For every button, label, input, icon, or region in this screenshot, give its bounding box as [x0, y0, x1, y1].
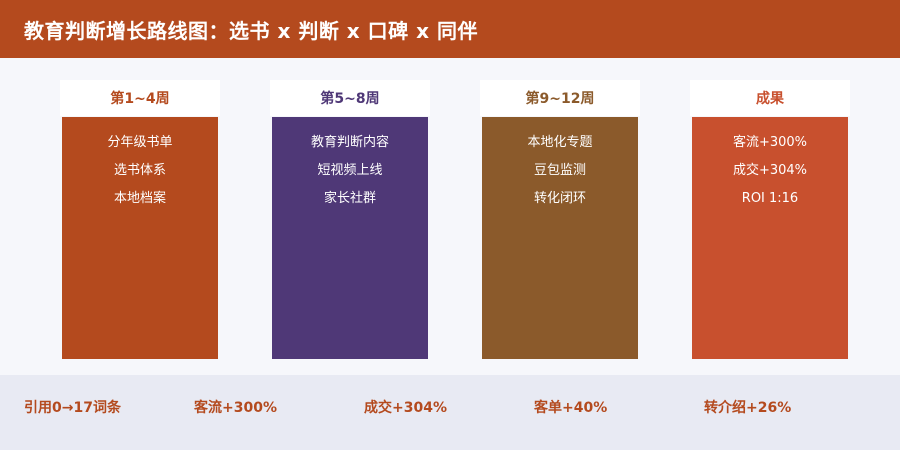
phase-item: 客流+300%: [732, 135, 808, 150]
phase-item: 豆包监测: [533, 163, 586, 178]
stats-footer: 引用0→17词条 客流+300% 成交+304% 客单+40% 转介绍+26%: [0, 375, 900, 450]
phase-body: 本地化专题 豆包监测 转化闭环: [482, 117, 638, 359]
phase-item: 分年级书单: [107, 135, 173, 150]
phase-item: 短视频上线: [317, 163, 383, 178]
phase-column-2: 第5~8周 教育判断内容 短视频上线 家长社群: [270, 80, 430, 359]
stat-deals: 成交+304%: [364, 400, 447, 416]
phase-label: 第1~4周: [60, 80, 220, 116]
phase-body: 分年级书单 选书体系 本地档案: [62, 117, 218, 359]
phase-column-1: 第1~4周 分年级书单 选书体系 本地档案: [60, 80, 220, 359]
phase-label: 成果: [690, 80, 850, 116]
phase-item: 成交+304%: [732, 163, 808, 178]
page-title: 教育判断增长路线图：选书 x 判断 x 口碑 x 同伴: [24, 18, 478, 43]
phase-item: 本地化专题: [527, 135, 593, 150]
phase-item: 本地档案: [113, 191, 166, 206]
phase-body: 客流+300% 成交+304% ROI 1:16: [692, 117, 848, 359]
stat-citations: 引用0→17词条: [24, 400, 121, 416]
page-header: 教育判断增长路线图：选书 x 判断 x 口碑 x 同伴: [0, 0, 900, 58]
phase-label: 第5~8周: [270, 80, 430, 116]
phase-item: 教育判断内容: [310, 135, 389, 150]
phase-body: 教育判断内容 短视频上线 家长社群: [272, 117, 428, 359]
stat-order-value: 客单+40%: [534, 400, 608, 416]
phase-column-3: 第9~12周 本地化专题 豆包监测 转化闭环: [480, 80, 640, 359]
phase-item: 选书体系: [113, 163, 166, 178]
stat-traffic: 客流+300%: [194, 400, 277, 416]
phase-item: ROI 1:16: [741, 191, 799, 206]
stat-referrals: 转介绍+26%: [704, 400, 792, 416]
phase-item: 家长社群: [323, 191, 376, 206]
phase-label: 第9~12周: [480, 80, 640, 116]
results-column: 成果 客流+300% 成交+304% ROI 1:16: [690, 80, 850, 359]
phase-item: 转化闭环: [533, 191, 586, 206]
